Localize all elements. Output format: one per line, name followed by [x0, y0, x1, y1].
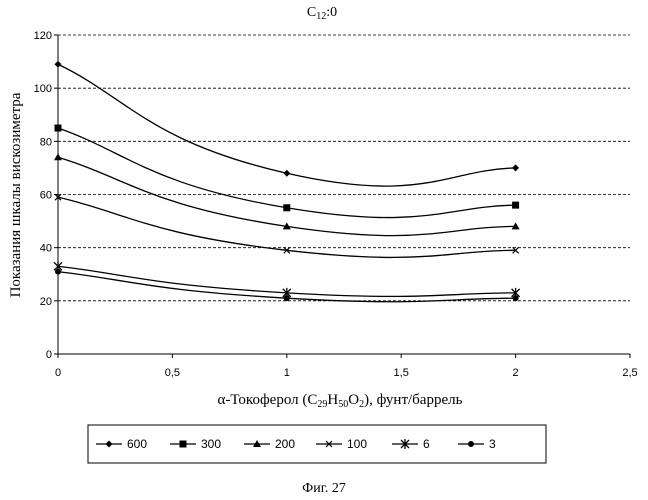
legend-label: 6 [423, 437, 430, 451]
legend [87, 424, 547, 464]
data-point [511, 222, 520, 230]
figure-caption: Фиг. 27 [302, 481, 346, 496]
x-axis-ticks: 0 0,5 1 1,5 2 2,5 [55, 354, 638, 379]
data-point [512, 295, 519, 302]
series-line [57, 63, 516, 187]
legend-label: 600 [127, 437, 147, 451]
y-tick-label: 60 [40, 190, 52, 202]
legend-item-300: 300 [170, 437, 221, 451]
series-600 [54, 60, 520, 187]
x-tick-label: 0,5 [165, 367, 180, 379]
y-tick-label: 0 [46, 349, 52, 361]
x-tick-label: 2 [513, 367, 519, 379]
series-6 [53, 261, 521, 298]
y-tick-label: 120 [34, 30, 52, 42]
legend-items: 600 300 200 100 6 3 [96, 437, 496, 451]
legend-label: 200 [275, 437, 295, 451]
x-tick-label: 0 [55, 367, 61, 379]
y-tick-label: 80 [40, 136, 52, 148]
x-tick-label: 1,5 [394, 367, 409, 379]
x-tick-label: 1 [284, 367, 290, 379]
legend-label: 3 [489, 437, 496, 451]
data-point [54, 153, 62, 161]
data-point [282, 222, 291, 230]
y-tick-label: 40 [40, 243, 52, 255]
data-point [283, 246, 291, 254]
legend-item-3: 3 [458, 437, 496, 451]
y-axis-label: Показания шкалы вискозиметра [8, 92, 24, 297]
data-point [54, 60, 62, 68]
y-axis-ticks: 0 20 40 60 80 100 120 [34, 30, 58, 361]
legend-item-6: 6 [392, 437, 430, 451]
legend-item-600: 600 [96, 437, 147, 451]
data-point [283, 295, 290, 302]
data-point [253, 440, 261, 447]
data-point [468, 441, 474, 447]
legend-item-100: 100 [316, 437, 367, 451]
y-tick-label: 100 [34, 83, 52, 95]
legend-label: 300 [201, 437, 221, 451]
series-layer [53, 60, 521, 303]
legend-label: 100 [347, 437, 367, 451]
data-point [512, 201, 520, 209]
data-point [283, 204, 291, 212]
data-point [283, 169, 291, 177]
series-100 [54, 193, 520, 259]
data-point [54, 124, 62, 132]
series-3 [55, 268, 519, 303]
data-point [325, 440, 333, 448]
chart-title: C12:0 [307, 5, 337, 22]
series-200 [54, 153, 520, 237]
x-tick-label: 2,5 [622, 367, 637, 379]
data-point [512, 164, 520, 172]
series-300 [54, 124, 520, 219]
data-point [179, 440, 187, 448]
data-point [512, 246, 520, 254]
data-point [400, 439, 410, 449]
y-tick-label: 20 [40, 296, 52, 308]
legend-item-200: 200 [244, 437, 295, 451]
x-axis-label: α-Токоферол (C29H50O2), фунт/баррель [218, 392, 463, 410]
data-point [105, 440, 113, 448]
data-point [54, 193, 62, 201]
grid [58, 34, 630, 302]
data-point [55, 268, 61, 275]
